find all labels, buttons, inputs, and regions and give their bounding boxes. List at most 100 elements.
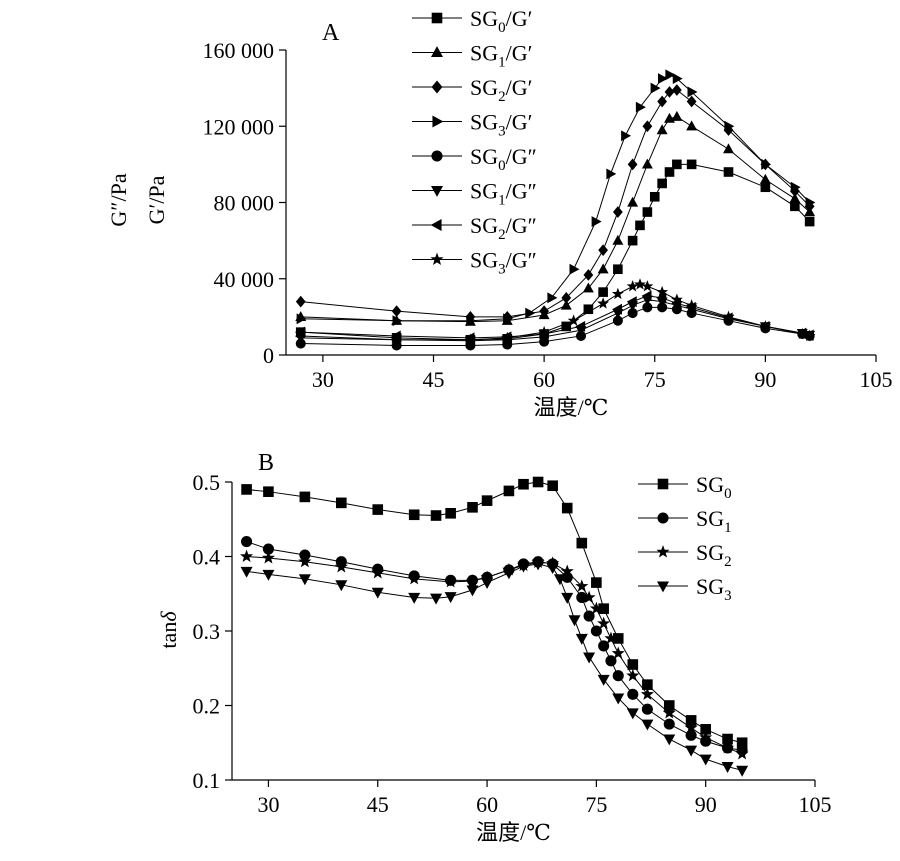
- series-triangle-right: [296, 69, 816, 327]
- legend-label: SG1/G″: [470, 179, 537, 209]
- legend-marker: [657, 512, 669, 524]
- panel-label: A: [322, 20, 340, 46]
- legend-label: SG3: [696, 574, 732, 604]
- data-point: [656, 124, 668, 135]
- legend-marker: [430, 252, 444, 266]
- data-point: [803, 329, 816, 342]
- legend-label: SG3/G′: [470, 110, 532, 140]
- data-point: [371, 566, 385, 579]
- series-line: [300, 306, 810, 346]
- data-point: [805, 197, 816, 208]
- data-point: [583, 610, 595, 622]
- data-point: [583, 269, 594, 281]
- data-point: [723, 143, 734, 154]
- data-point: [335, 580, 348, 592]
- data-point: [657, 73, 668, 85]
- y-tick-label: 0.4: [193, 545, 221, 570]
- data-point: [736, 765, 749, 777]
- data-point: [641, 719, 654, 731]
- legend-marker: [430, 185, 444, 197]
- data-point: [685, 299, 698, 311]
- data-point: [517, 561, 530, 573]
- data-point: [561, 592, 574, 604]
- data-point: [444, 574, 458, 588]
- data-point: [611, 646, 625, 659]
- data-point: [663, 734, 676, 746]
- data-point: [722, 310, 735, 322]
- data-point: [560, 299, 572, 310]
- y-tick-label: 0.1: [193, 768, 221, 793]
- data-point: [503, 313, 514, 325]
- legend-item: SG2/G″: [412, 213, 537, 243]
- data-point: [663, 718, 675, 730]
- y-tick-label: 0: [263, 343, 274, 368]
- x-tick-label: 75: [585, 792, 607, 817]
- data-point: [635, 101, 646, 113]
- data-point: [621, 130, 632, 142]
- x-axis-title: 温度/℃: [476, 820, 551, 845]
- legend-marker: [431, 12, 443, 24]
- data-point: [657, 95, 668, 108]
- data-point: [664, 167, 675, 177]
- data-point: [298, 574, 311, 586]
- series-circle: [241, 536, 748, 756]
- data-point: [649, 191, 660, 202]
- data-point: [627, 688, 639, 700]
- data-point: [790, 201, 800, 212]
- data-point: [538, 325, 551, 338]
- data-point: [686, 95, 697, 108]
- x-tick-label: 75: [644, 367, 666, 392]
- data-point: [662, 706, 676, 719]
- data-point: [759, 320, 772, 332]
- y-tick-label: 0.3: [193, 619, 221, 644]
- legend-marker: [656, 581, 670, 593]
- x-tick-label: 45: [367, 792, 389, 817]
- data-point: [568, 615, 581, 627]
- data-point: [575, 633, 588, 645]
- data-point: [640, 687, 654, 700]
- series-line: [300, 163, 810, 341]
- data-point: [760, 182, 771, 193]
- legend-label: SG2/G″: [470, 213, 537, 243]
- series-square: [295, 159, 815, 345]
- data-point: [481, 495, 493, 506]
- data-point: [634, 278, 646, 290]
- data-point: [299, 491, 311, 503]
- data-point: [804, 216, 815, 227]
- data-point: [464, 333, 477, 345]
- data-point: [561, 321, 572, 332]
- data-point: [597, 616, 611, 630]
- data-point: [604, 631, 618, 644]
- legend-marker: [430, 46, 444, 58]
- data-point: [657, 178, 667, 189]
- legend-item: SG2/G′: [412, 75, 532, 105]
- legend-marker: [432, 115, 444, 128]
- data-point: [502, 568, 515, 580]
- data-point: [626, 296, 637, 308]
- data-point: [611, 287, 624, 300]
- data-point: [641, 158, 653, 169]
- data-point: [336, 497, 347, 509]
- y-tick-label: 160 000: [203, 38, 275, 63]
- legend-marker: [656, 545, 670, 558]
- panel-b: 30 45 60 75 90 105 0.1 0.2 0.3 0.4 0.5 温度/℃ B SG0 SG1 S…: [156, 450, 832, 845]
- data-point: [547, 480, 558, 492]
- panel-a: 30 45 60 75 90 105 0 40 000 80 000 120 000 160 000…: [106, 6, 893, 420]
- data-point: [445, 507, 456, 519]
- y-tick-label: 80 000: [214, 191, 275, 216]
- data-point: [561, 291, 572, 304]
- legend-label: SG1/G′: [470, 41, 532, 71]
- x-tick-label: 60: [533, 367, 555, 392]
- series-line: [300, 295, 810, 339]
- data-point: [334, 560, 348, 573]
- series-line: [300, 74, 810, 322]
- legend-marker: [657, 478, 669, 490]
- data-point: [466, 315, 477, 327]
- data-point: [294, 331, 307, 343]
- legend-item: SG0: [638, 472, 732, 502]
- legend-item: SG1: [638, 506, 732, 536]
- data-point: [790, 181, 801, 193]
- data-point: [503, 485, 515, 497]
- x-tick-label: 45: [423, 367, 445, 392]
